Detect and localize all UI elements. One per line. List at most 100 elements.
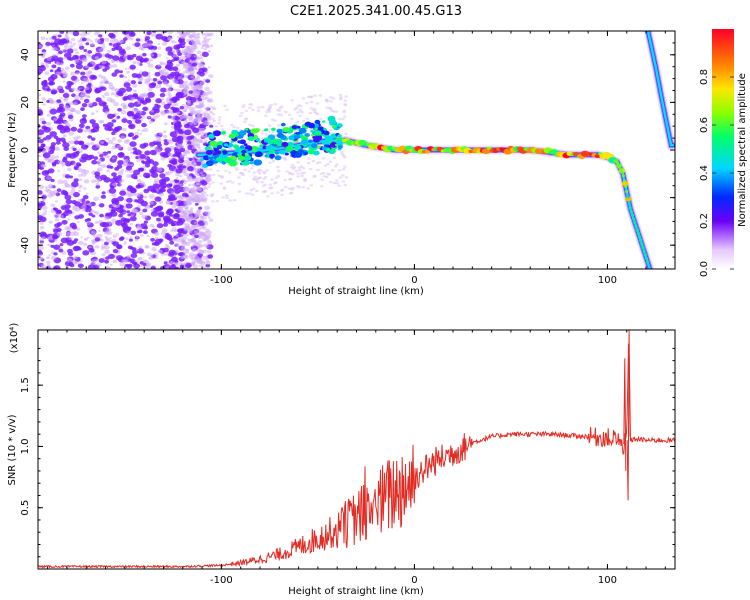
noise-speckle (260, 105, 265, 109)
noise-speckle (204, 110, 209, 113)
ridge-blob (644, 256, 649, 260)
noise-speckle (173, 213, 180, 218)
noise-speckle (63, 203, 67, 206)
noise-speckle (179, 40, 186, 46)
noise-speckle (146, 252, 152, 257)
noise-speckle (56, 99, 62, 103)
colorbar-tick-label: 0.6 (699, 117, 710, 133)
noise-speckle (67, 213, 72, 217)
noise-speckle (102, 102, 107, 106)
colorbar-tick-label: 0.4 (699, 165, 710, 181)
noise-speckle (186, 127, 190, 130)
noise-speckle (69, 175, 73, 179)
noise-speckle (46, 88, 51, 92)
noise-speckle (263, 176, 268, 179)
noise-speckle (59, 31, 65, 34)
noise-speckle (132, 89, 137, 93)
noise-speckle (185, 242, 191, 246)
ridge-band (193, 136, 655, 269)
noise-speckle (176, 220, 184, 226)
noise-speckle (262, 172, 267, 175)
noise-speckle (177, 52, 183, 56)
noise-speckle (201, 51, 209, 58)
noise-speckle (297, 169, 302, 172)
ridge-blob (630, 213, 635, 217)
noise-speckle (139, 167, 144, 172)
noise-speckle (55, 155, 60, 159)
noise-speckle (38, 177, 41, 181)
noise-speckle (165, 57, 169, 60)
noise-speckle (172, 201, 179, 206)
noise-speckle (230, 123, 234, 127)
noise-speckle (88, 203, 92, 207)
noise-speckle (191, 62, 198, 67)
noise-speckle (68, 131, 74, 136)
noise-speckle (135, 112, 141, 117)
ridge-blob (634, 224, 638, 228)
noise-speckle (123, 75, 128, 79)
noise-speckle (274, 176, 279, 180)
noise-speckle (205, 235, 211, 240)
noise-speckle (78, 43, 83, 47)
noise-speckle (176, 139, 184, 144)
ridge-blob (243, 143, 248, 147)
noise-speckle (188, 157, 193, 161)
noise-speckle (101, 253, 106, 257)
noise-speckle (116, 45, 123, 51)
noise-speckle (82, 195, 89, 200)
noise-speckle (126, 54, 134, 61)
noise-speckle (78, 174, 83, 177)
ridge-blob (632, 217, 636, 221)
noise-speckle (70, 44, 74, 47)
noise-speckle (46, 256, 50, 260)
noise-speckle (163, 141, 169, 146)
noise-speckle (267, 107, 272, 111)
ridge-blob (239, 145, 245, 150)
noise-speckle (49, 69, 54, 73)
noise-speckle (42, 152, 51, 159)
noise-speckle (249, 103, 254, 106)
noise-speckle (128, 31, 136, 37)
noise-speckle (72, 31, 80, 37)
noise-speckle (86, 236, 90, 239)
noise-speckle (157, 80, 163, 85)
noise-speckle (228, 179, 232, 183)
noise-speckle (143, 220, 148, 224)
noise-speckle (175, 177, 179, 180)
noise-speckle (64, 208, 71, 214)
noise-speckle (234, 141, 239, 144)
spectrogram-noise-field (38, 31, 349, 269)
noise-speckle (112, 259, 118, 264)
noise-speckle (61, 158, 68, 163)
noise-speckle (182, 122, 186, 125)
noise-speckle (197, 240, 203, 244)
noise-speckle (344, 176, 349, 179)
noise-speckle (206, 230, 212, 235)
noise-speckle (94, 31, 99, 36)
noise-speckle (335, 182, 340, 185)
noise-speckle (174, 80, 179, 84)
noise-speckle (94, 171, 101, 176)
noise-speckle (198, 131, 203, 134)
ridge-blob (298, 127, 307, 134)
noise-speckle (180, 180, 184, 184)
noise-speckle (143, 93, 149, 98)
noise-speckle (113, 175, 119, 180)
noise-speckle (78, 140, 84, 145)
noise-speckle (97, 158, 102, 162)
noise-speckle (188, 255, 193, 259)
noise-speckle (42, 205, 48, 210)
noise-speckle (128, 238, 133, 242)
noise-speckle (260, 181, 264, 184)
noise-speckle (54, 218, 60, 222)
noise-speckle (142, 59, 148, 63)
noise-speckle (72, 42, 76, 46)
ridge-blob (254, 151, 263, 158)
x-tick-label: 0 (411, 275, 417, 286)
noise-speckle (193, 55, 197, 58)
ridge-blob (624, 184, 628, 188)
noise-speckle (170, 78, 174, 81)
noise-speckle (270, 192, 275, 195)
noise-speckle (343, 165, 347, 168)
noise-speckle (280, 188, 285, 191)
